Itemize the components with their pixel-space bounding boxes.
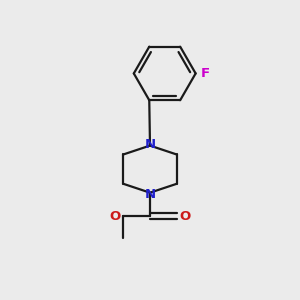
Text: O: O <box>110 210 121 223</box>
Text: O: O <box>180 210 191 223</box>
Text: N: N <box>144 188 156 201</box>
Text: F: F <box>200 67 210 80</box>
Text: N: N <box>144 138 156 151</box>
